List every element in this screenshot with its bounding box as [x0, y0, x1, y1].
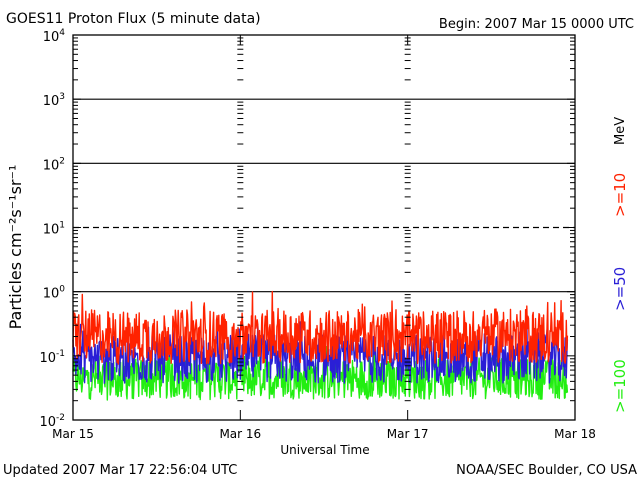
updated-timestamp: Updated 2007 Mar 17 22:56:04 UTC	[3, 463, 237, 478]
y-tick-label: 10-1	[39, 349, 65, 366]
y-tick-label: 104	[43, 28, 66, 45]
y-axis-label: Particles cm⁻²s⁻¹sr⁻¹	[6, 165, 25, 330]
axis-ticks	[72, 35, 576, 421]
y-tick-label: 101	[43, 221, 65, 238]
x-tick-label: Mar 16	[219, 427, 261, 441]
x-tick-label: Mar 18	[554, 427, 596, 441]
legend-series-ge50: >=50	[611, 267, 629, 311]
y-tick-label: 10-2	[39, 413, 65, 430]
horizontal-gridlines	[73, 98, 575, 293]
x-axis-label: Universal Time	[280, 443, 369, 457]
legend-series-ge100: >=100	[611, 359, 629, 413]
begin-date: Begin: 2007 Mar 15 0000 UTC	[439, 17, 634, 32]
y-tick-label: 102	[43, 156, 65, 173]
legend-series-ge10: >=10	[611, 173, 629, 217]
x-tick-label: Mar 17	[387, 427, 429, 441]
y-tick-label: 103	[43, 92, 65, 109]
legend-unit-mev: MeV	[613, 117, 628, 145]
legend: MeV >=10 >=50 >=100	[611, 117, 629, 413]
y-tick-labels: 10-2 10-1 100 101 102 103 104	[39, 28, 65, 430]
source-credit: NOAA/SEC Boulder, CO USA	[456, 463, 637, 478]
x-tick-label: Mar 15	[52, 427, 94, 441]
series-line-0	[72, 290, 569, 365]
plot-frame	[72, 34, 576, 421]
y-tick-label: 100	[43, 285, 66, 302]
series-group	[72, 290, 569, 401]
x-tick-labels: Mar 15 Mar 16 Mar 17 Mar 18	[52, 427, 596, 441]
chart-title: GOES11 Proton Flux (5 minute data)	[6, 11, 261, 27]
